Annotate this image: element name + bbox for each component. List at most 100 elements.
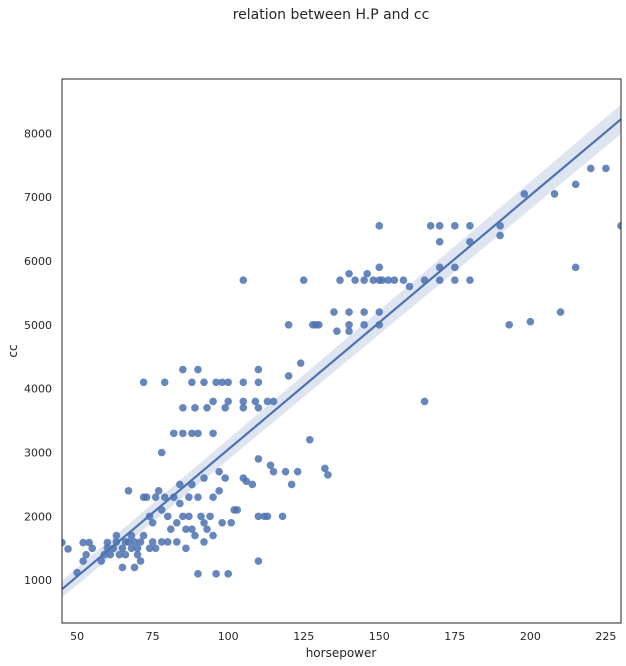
data-point [520,190,529,198]
data-point [496,222,504,230]
data-point [345,308,353,316]
data-point [121,550,130,559]
data-point [212,570,220,578]
data-point [136,538,145,546]
data-point [185,493,193,502]
data-point [435,222,444,230]
data-point [163,538,172,546]
x-tick-label: 75 [146,630,160,643]
data-point [345,321,353,329]
data-point [118,544,127,553]
data-point [556,308,565,316]
data-point [351,276,359,284]
data-point [333,327,341,336]
y-axis-ticks: 1000 2000 3000 4000 5000 6000 7000 8000 [24,127,52,587]
data-point [360,321,368,329]
data-point [209,397,217,406]
data-point [284,321,293,329]
data-point [127,544,136,553]
data-point [160,493,169,502]
data-point [179,429,187,438]
data-point [188,378,196,387]
x-tick-label: 100 [218,630,239,643]
data-point [185,512,193,521]
data-point [384,276,393,284]
data-point [296,359,305,367]
data-point [79,538,87,547]
data-point [173,518,181,527]
data-point [124,538,133,546]
y-tick-label: 3000 [24,447,52,460]
data-point [602,164,610,173]
data-point [269,397,278,406]
data-point [200,538,208,546]
data-point [369,276,378,284]
data-point [112,531,121,540]
data-point [239,397,248,406]
data-point [179,365,187,374]
data-point [209,531,217,540]
y-tick-label: 5000 [24,319,52,332]
data-point [293,467,302,476]
data-point [64,545,72,553]
data-point [281,467,290,476]
data-point [218,378,226,387]
x-axis-label: horsepower [306,646,377,660]
x-tick-label: 200 [520,630,541,643]
data-point [188,525,196,533]
data-point [115,550,124,559]
data-point [106,550,115,559]
plot-frame [61,78,622,624]
data-point [451,222,459,230]
data-point [571,180,580,189]
data-point [176,480,184,489]
data-point [85,538,93,547]
data-point [209,493,217,502]
confidence-band [62,104,621,598]
data-point [263,397,272,406]
data-point [194,429,202,438]
data-point [203,404,211,412]
data-point [200,518,208,527]
data-point [251,397,260,406]
data-point [182,525,190,533]
data-point [451,263,459,272]
data-point [212,378,220,387]
data-point [136,557,145,565]
data-point [233,506,242,514]
data-point [157,538,166,546]
data-point [148,538,157,546]
data-point [179,404,187,412]
data-point [375,222,384,230]
data-point [420,397,429,406]
data-point [176,499,184,508]
data-point [88,544,97,553]
data-point [206,512,214,521]
data-point [194,365,202,374]
data-point [345,269,353,278]
data-point [209,429,217,438]
data-point [345,327,353,336]
x-tick-label: 125 [293,630,314,643]
data-point [148,518,157,527]
y-tick-label: 8000 [24,127,52,140]
data-point [399,276,408,284]
data-point [215,487,223,495]
data-point [321,464,329,473]
data-point [170,429,178,438]
data-point [151,493,160,502]
data-point [151,544,160,553]
data-point [160,378,169,387]
data-point [173,538,181,546]
data-point [239,276,248,284]
data-point [170,493,178,502]
data-point [163,512,172,521]
data-point [224,570,232,578]
data-point [375,308,384,316]
data-point [435,238,444,246]
data-point [287,480,296,489]
data-point [218,518,226,527]
data-point [405,282,414,291]
data-point [324,471,332,479]
